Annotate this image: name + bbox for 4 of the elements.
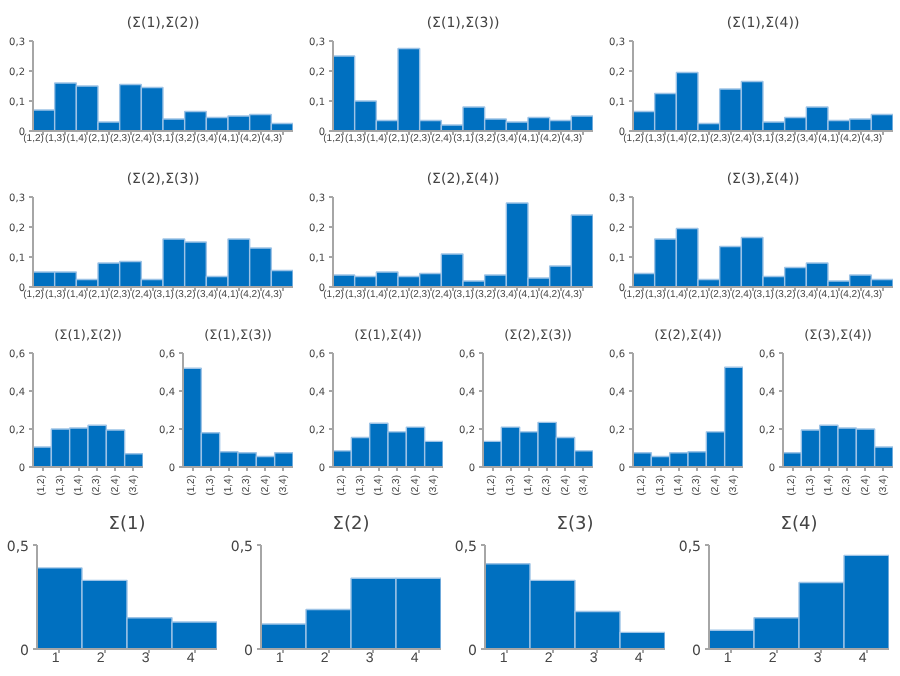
chart-title: Σ(1) (108, 515, 146, 535)
chart-title: Σ(3) (556, 515, 594, 535)
chart-title: Σ(2) (332, 515, 370, 535)
chart-title: Σ(4) (780, 515, 818, 535)
